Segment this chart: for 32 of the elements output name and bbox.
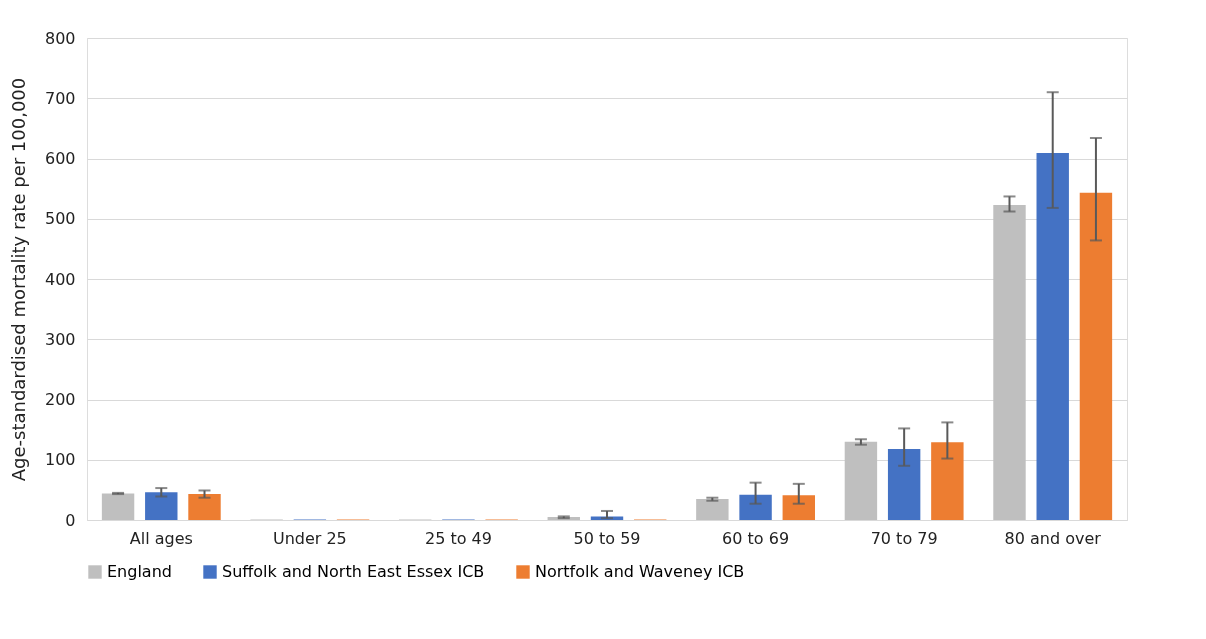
y-tick-label: 100: [44, 450, 76, 470]
y-tick-label: 300: [44, 329, 76, 349]
bar: [993, 204, 1026, 520]
y-tick-label: 800: [44, 28, 76, 48]
bar: [1036, 153, 1069, 520]
bar: [696, 498, 729, 520]
y-tick-label: 400: [44, 269, 76, 289]
bar: [145, 492, 178, 520]
y-axis-title: Age-standardised mortality rate per 100,000: [7, 77, 29, 482]
legend-label: Suffolk and North East Essex ICB: [222, 562, 485, 581]
bar: [188, 494, 221, 520]
x-tick-label: 70 to 79: [870, 528, 938, 548]
bar: [931, 442, 964, 520]
y-tick-label: 500: [44, 209, 76, 229]
bar: [1079, 192, 1113, 520]
legend-label: England: [107, 562, 172, 581]
y-tick-label: 700: [44, 88, 76, 108]
x-tick-label: Under 25: [272, 528, 347, 548]
bar: [782, 495, 815, 520]
bar: [739, 494, 772, 520]
y-tick-label: 200: [44, 390, 76, 409]
x-tick-label: All ages: [129, 528, 193, 548]
y-tick-label: 600: [44, 149, 76, 168]
bar: [101, 493, 135, 520]
x-tick-label: 25 to 49: [424, 528, 492, 548]
x-tick-label: 80 and over: [1004, 528, 1102, 548]
bar: [844, 441, 878, 520]
x-tick-label: 50 to 59: [573, 528, 641, 548]
x-tick-label: 60 to 69: [722, 528, 790, 548]
y-tick-label: 0: [65, 510, 76, 530]
legend-label: Nortfolk and Waveney ICB: [535, 562, 745, 581]
bar: [887, 448, 921, 520]
